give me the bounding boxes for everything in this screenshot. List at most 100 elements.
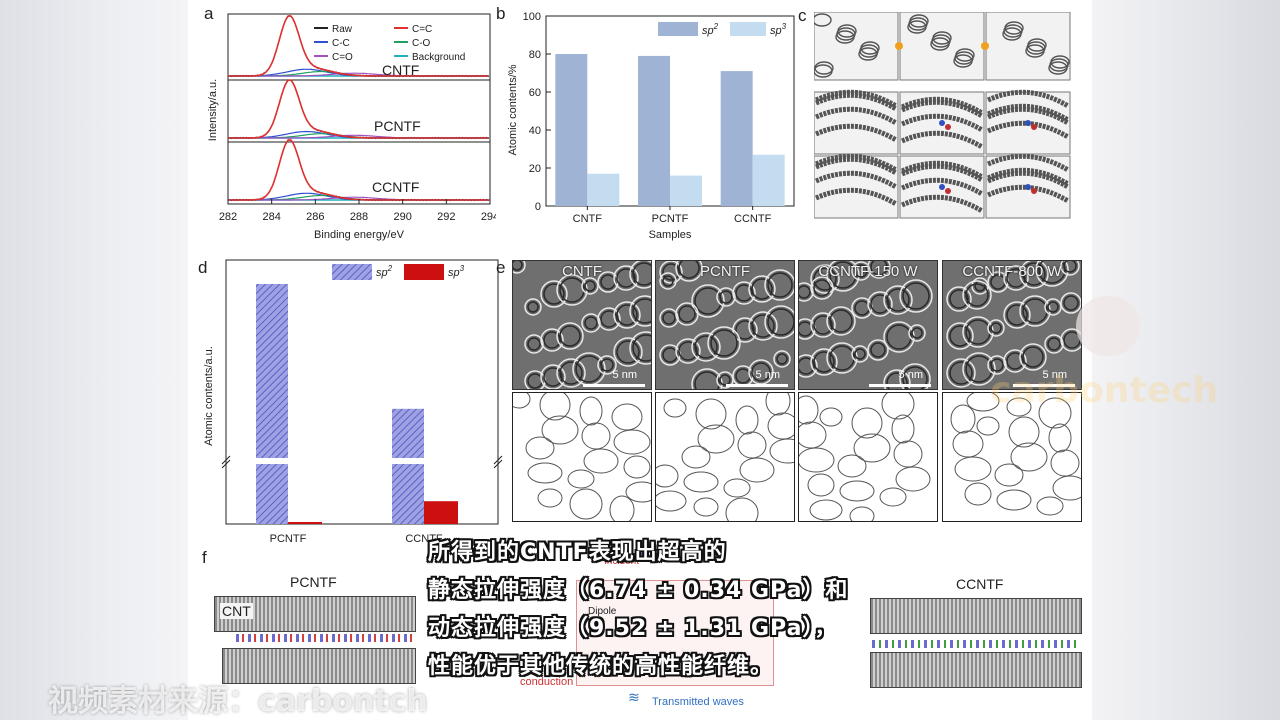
fiber-ring-inner xyxy=(559,325,581,347)
fiber-ring xyxy=(597,307,621,331)
outline-cell xyxy=(799,421,827,449)
x-tick-label: 288 xyxy=(350,211,368,223)
fiber-ring-inner xyxy=(1063,295,1079,311)
x-tick-label: 294 xyxy=(481,211,496,223)
scale-bar xyxy=(726,384,788,387)
fiber-ring-inner xyxy=(527,337,541,351)
fiber-ring xyxy=(810,348,838,376)
outline-drawing xyxy=(950,393,1081,516)
fiber-ring-inner xyxy=(678,305,696,323)
cnt-wall xyxy=(814,92,898,112)
cnt-wall xyxy=(900,160,984,180)
x-tick-label: CCNTF xyxy=(405,533,443,545)
fiber-ring xyxy=(629,261,651,289)
fiber-ring-inner xyxy=(902,282,930,310)
tem-image-2: PCNTF 5 nm xyxy=(655,260,795,390)
outline-cell xyxy=(966,393,1000,412)
panel-b-bar-chart: 0 20 40 60 80 100 CNTF PCNTF CCNTF Atomic conte… xyxy=(507,11,795,241)
tem-texture xyxy=(659,261,794,389)
fiber-ring xyxy=(773,350,791,368)
fiber-ring xyxy=(810,264,840,294)
fiber-ring-inner xyxy=(751,314,775,338)
x-tick-label: PCNTF xyxy=(270,533,307,545)
axis-break-gap xyxy=(390,458,426,464)
cnt-cross-section xyxy=(932,31,952,45)
fiber-ring xyxy=(1019,261,1049,289)
outline-cell xyxy=(1036,496,1064,516)
fiber-ring-inner xyxy=(965,283,989,307)
cnt-cross-section xyxy=(955,48,975,62)
y-tick-label: 100 xyxy=(523,11,541,23)
tem-image-1: CNTF 5 nm xyxy=(512,260,652,390)
x-tick-label: 282 xyxy=(219,211,237,223)
fiber-ring xyxy=(1060,328,1081,352)
y-tick-label: 0 xyxy=(535,201,541,213)
outline-cell xyxy=(609,495,635,521)
outline-cell xyxy=(799,395,819,425)
fiber-ring xyxy=(946,358,976,388)
cnt-cross-section xyxy=(1004,21,1024,35)
outline-cell xyxy=(695,398,727,430)
outline-cell xyxy=(807,473,835,497)
svg-text:sp2: sp2 xyxy=(702,22,719,37)
fiber-ring-inner xyxy=(559,361,583,385)
fiber-ring-inner xyxy=(813,279,831,297)
panel-b-ylabel: Atomic contents/% xyxy=(507,64,519,155)
fiber-ring-inner xyxy=(513,261,523,271)
fiber-ring-inner xyxy=(886,324,912,350)
cnt-wall xyxy=(986,170,1070,190)
fiber-ring xyxy=(987,355,1007,375)
outline-cell xyxy=(954,456,992,482)
outline-cell xyxy=(799,447,835,473)
fiber-ring-inner xyxy=(616,268,636,288)
cnt-cross-section xyxy=(909,14,929,28)
fiber-ring xyxy=(716,371,734,389)
fiber-ring-inner xyxy=(694,371,720,389)
fiber-ring xyxy=(613,265,639,291)
fiber-ring-inner xyxy=(543,331,561,349)
cnt-wall xyxy=(814,170,898,190)
outline-cell xyxy=(735,405,759,435)
wave-icon: ≋ xyxy=(628,690,640,706)
molecule-atom xyxy=(939,184,945,190)
svg-text:sp3: sp3 xyxy=(770,22,787,37)
bar-sp2-pcntf xyxy=(638,55,670,207)
fiber-ring-inner xyxy=(829,345,855,371)
panel-a-xlabel: Binding energy/eV xyxy=(314,229,405,241)
polymer-chain xyxy=(236,634,412,642)
outline-cell xyxy=(583,448,619,474)
fiber-ring-inner xyxy=(662,263,680,281)
x-tick-label: 284 xyxy=(262,211,280,223)
fiber-ring xyxy=(540,364,566,389)
fiber-ring xyxy=(540,280,568,308)
incident-label: Incident xyxy=(604,556,640,567)
scale-bar-label: 5 nm xyxy=(755,369,780,381)
fiber-ring-inner xyxy=(799,321,813,337)
fiber-ring-inner xyxy=(854,264,868,278)
fiber-ring-inner xyxy=(751,362,771,382)
bar-sp3-ccntf xyxy=(424,501,458,524)
fiber-ring-inner xyxy=(543,367,563,387)
outline-cell xyxy=(879,487,907,507)
fiber-ring xyxy=(883,285,913,315)
molecule-atom xyxy=(939,120,945,126)
fiber-ring-inner xyxy=(710,329,738,357)
fiber-ring xyxy=(659,261,683,284)
scale-bar-label: 5 nm xyxy=(612,369,637,381)
fiber-ring xyxy=(962,352,996,386)
outline-cell xyxy=(769,438,794,464)
legend-background: Background xyxy=(412,52,465,63)
fiber-ring-inner xyxy=(767,272,793,298)
c-double-c-peak xyxy=(228,14,489,77)
scale-bar xyxy=(1013,384,1075,387)
outline-tracing-2 xyxy=(655,392,795,522)
outline-cell xyxy=(809,499,843,521)
outline-cell xyxy=(725,497,759,521)
fiber-ring xyxy=(946,286,972,312)
fiber-ring-inner xyxy=(854,300,870,316)
fiber-ring-inner xyxy=(678,341,698,361)
fiber-ring xyxy=(826,261,860,292)
fiber-ring-inner xyxy=(632,298,651,324)
cnt-wall xyxy=(986,106,1070,126)
outline-cell xyxy=(683,471,719,493)
